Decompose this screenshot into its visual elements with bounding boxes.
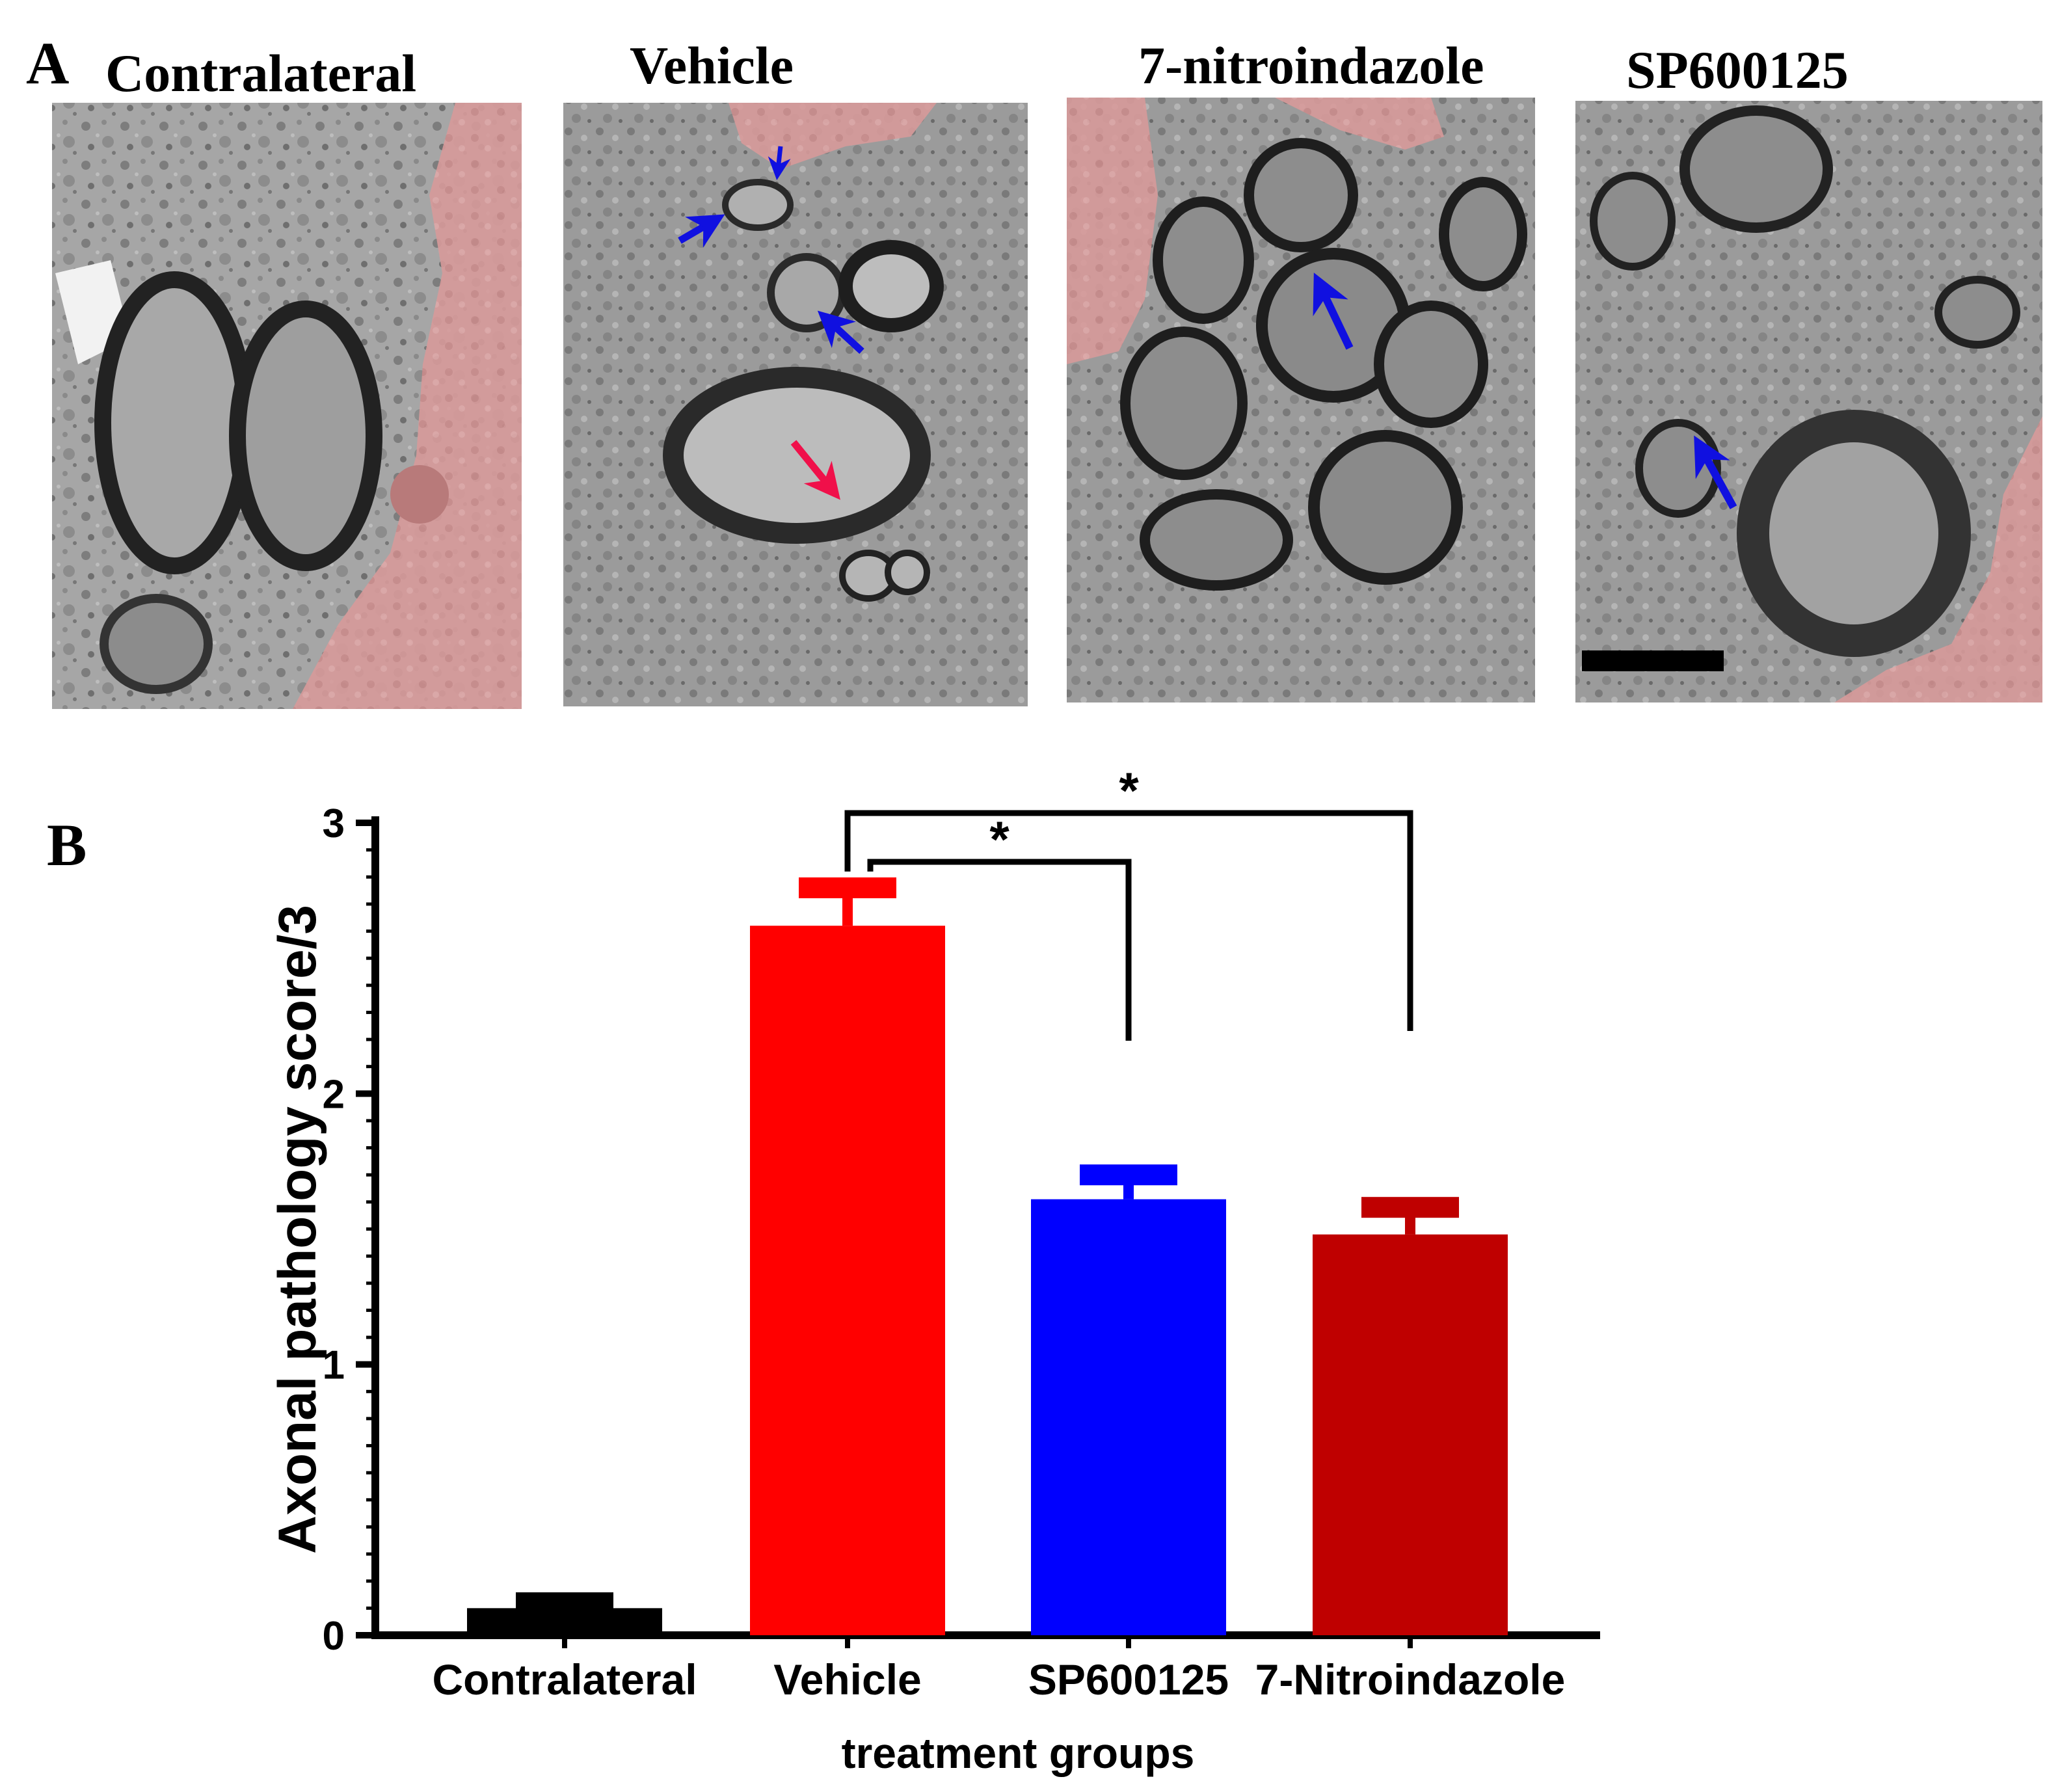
bar [1031, 1199, 1226, 1635]
error-bar-cap [1361, 1197, 1459, 1218]
micrograph-contralateral [52, 103, 522, 709]
micrograph-sp600125 [1575, 101, 2042, 702]
x-tick-label: Contralateral [432, 1655, 697, 1704]
panel-b-letter: B [47, 812, 87, 878]
panel-title-contralateral: Contralateral [105, 44, 416, 103]
significance-brackets: ** [844, 762, 1413, 1041]
y-tick-label: 1 [323, 1343, 345, 1388]
panel-title-sp600125: SP600125 [1626, 40, 1849, 100]
error-bar-cap [516, 1592, 613, 1614]
micrograph-7-nitroindazole [1067, 98, 1535, 702]
significance-bracket [844, 810, 1413, 1031]
x-tick-label: 7-Nitroindazole [1255, 1655, 1566, 1704]
scale-bar [1582, 650, 1724, 671]
y-axis-label: Axonal pathology score/3 [268, 905, 327, 1554]
y-tick-label: 3 [323, 801, 345, 846]
error-bars [516, 877, 1459, 1614]
bar-chart: 0 1 2 3 Contralateral Vehicle SP600125 7-Nitro… [268, 762, 1600, 1777]
bars [467, 926, 1508, 1635]
error-bar-cap [799, 877, 896, 898]
significance-star: * [1119, 762, 1139, 819]
bar [750, 926, 945, 1635]
y-ticks: 0 1 2 3 [323, 801, 375, 1659]
y-tick-label: 2 [323, 1072, 345, 1117]
error-bar-cap [1080, 1164, 1177, 1186]
x-tick-label: Vehicle [773, 1655, 922, 1704]
bar [1313, 1234, 1508, 1635]
panel-a-letter: A [26, 30, 69, 96]
panel-title-vehicle: Vehicle [630, 36, 794, 95]
panel-title-7-nitroindazole: 7-nitroindazole [1138, 36, 1484, 95]
x-tick-labels: Contralateral Vehicle SP600125 7-Nitroindaz… [432, 1635, 1565, 1704]
y-tick-label: 0 [323, 1614, 345, 1659]
x-axis-label: treatment groups [842, 1729, 1195, 1777]
micrograph-vehicle [563, 103, 1028, 706]
significance-bracket [867, 859, 1132, 1041]
x-tick-label: SP600125 [1028, 1655, 1229, 1704]
significance-star: * [989, 810, 1010, 868]
